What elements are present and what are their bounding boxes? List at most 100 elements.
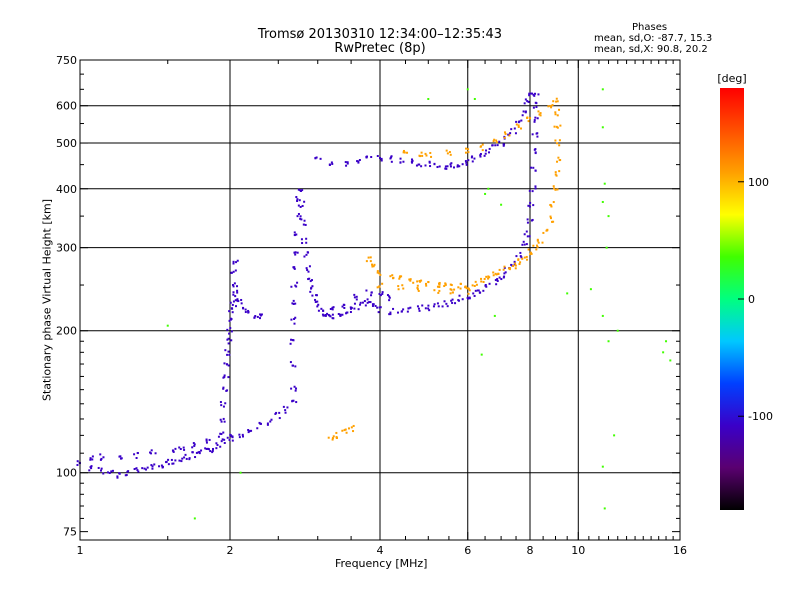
data-point-o (535, 102, 538, 105)
data-point-o (227, 376, 230, 379)
data-point-o (254, 315, 257, 318)
data-point-o (238, 433, 241, 436)
data-point-o (120, 457, 123, 460)
data-point-o (223, 438, 226, 441)
data-point-o (301, 189, 304, 192)
data-point-o (135, 467, 138, 470)
data-point-x (539, 112, 542, 115)
data-point-o (150, 449, 153, 452)
data-point-o (305, 253, 308, 256)
data-point-x (402, 149, 405, 152)
data-point-o (534, 148, 537, 151)
data-point-o (526, 100, 529, 103)
data-point-o (388, 296, 391, 299)
data-point-o (301, 204, 304, 207)
data-point-o (226, 353, 229, 356)
data-point-x (343, 429, 346, 432)
data-point-o (429, 165, 432, 168)
data-point-o (141, 467, 144, 470)
data-point-x (389, 275, 392, 278)
data-point-x (492, 274, 495, 277)
data-point-o (479, 152, 482, 155)
data-point-x (503, 265, 506, 268)
data-point-o (307, 278, 310, 281)
data-point-x (538, 113, 541, 116)
data-point-o (228, 310, 231, 313)
data-point-o (248, 430, 251, 433)
data-point-o (284, 411, 287, 414)
data-point-o (215, 447, 218, 450)
data-point-o (253, 316, 256, 319)
data-point-o (529, 92, 532, 95)
data-point-x (445, 149, 448, 152)
data-point-o (242, 307, 245, 310)
chart-subtitle: RwPretec (8p) (334, 41, 426, 56)
data-point-noise (607, 340, 610, 343)
data-point-o (301, 242, 304, 245)
data-point-x (507, 267, 510, 270)
data-point-o (359, 301, 362, 304)
data-point-o (328, 314, 331, 317)
data-point-o (496, 144, 499, 147)
data-point-x (530, 252, 533, 255)
data-point-o (146, 466, 149, 469)
data-point-x (449, 283, 452, 286)
data-point-o (513, 260, 516, 263)
data-point-x (495, 273, 498, 276)
data-point-o (219, 401, 222, 404)
grid-lines (80, 60, 680, 540)
data-point-o (377, 311, 380, 314)
data-point-o (247, 311, 250, 314)
data-point-o (181, 457, 184, 460)
data-point-o (399, 161, 402, 164)
data-point-x (398, 276, 401, 279)
data-point-x (475, 283, 478, 286)
data-point-o (380, 159, 383, 162)
data-point-o (483, 154, 486, 157)
data-point-o (535, 105, 538, 108)
data-point-o (388, 299, 391, 302)
data-point-o (461, 298, 464, 301)
data-point-o (502, 144, 505, 147)
data-point-o (116, 475, 119, 478)
data-point-o (143, 467, 146, 470)
data-point-o (299, 189, 302, 192)
data-point-x (554, 139, 557, 142)
data-point-x (517, 124, 520, 127)
data-point-x (514, 262, 517, 265)
data-point-o (363, 300, 366, 303)
data-point-o (309, 290, 312, 293)
data-point-o (300, 218, 303, 221)
data-point-x (552, 185, 555, 188)
data-point-o (477, 289, 480, 292)
data-point-x (519, 261, 522, 264)
data-point-o (417, 307, 420, 310)
data-point-o (388, 313, 391, 316)
data-point-x (514, 267, 517, 270)
data-point-o (188, 458, 191, 461)
data-point-x (498, 268, 501, 271)
data-point-o (295, 401, 298, 404)
data-point-o (219, 432, 222, 435)
data-point-o (316, 300, 319, 303)
data-point-x (416, 286, 419, 289)
data-point-o (89, 466, 92, 469)
data-point-o (389, 157, 392, 160)
data-point-o (238, 436, 241, 439)
data-point-x (549, 203, 552, 206)
data-point-o (240, 302, 243, 305)
data-point-o (528, 92, 531, 95)
data-point-o (309, 280, 312, 283)
data-point-x (554, 111, 557, 114)
data-point-x (459, 282, 462, 285)
data-point-o (296, 198, 299, 201)
data-point-o (411, 159, 414, 162)
x-tick-label: 10 (571, 544, 585, 557)
data-point-x (467, 288, 470, 291)
data-point-o (266, 423, 269, 426)
data-point-o (526, 221, 529, 224)
x-axis-label: Frequency [MHz] (335, 557, 428, 570)
data-point-noise (239, 471, 242, 474)
data-point-x (369, 260, 372, 263)
data-point-x (474, 280, 477, 283)
